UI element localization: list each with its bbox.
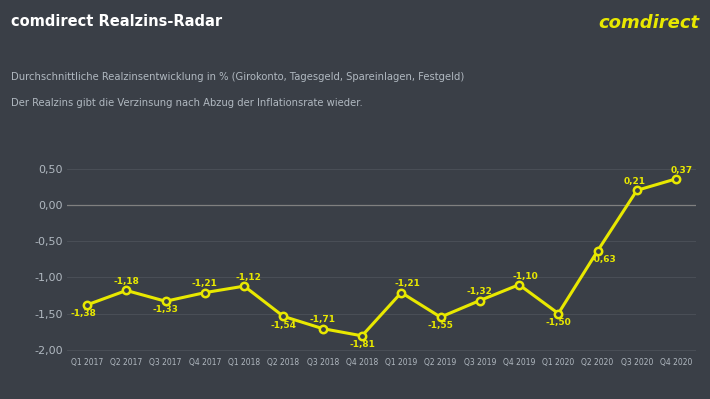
Point <box>474 297 486 304</box>
Text: -1,21: -1,21 <box>394 279 420 288</box>
Text: Durchschnittliche Realzinsentwicklung in % (Girokonto, Tagesgeld, Spareinlagen, : Durchschnittliche Realzinsentwicklung in… <box>11 72 464 82</box>
Text: -1,71: -1,71 <box>310 316 336 324</box>
Text: -0,63: -0,63 <box>591 255 616 264</box>
Text: -1,21: -1,21 <box>192 279 218 288</box>
Point <box>160 298 171 304</box>
Text: -1,54: -1,54 <box>271 320 297 330</box>
Text: -1,18: -1,18 <box>114 277 139 286</box>
Text: -1,50: -1,50 <box>545 318 572 327</box>
Text: Der Realzins gibt die Verzinsung nach Abzug der Inflationsrate wieder.: Der Realzins gibt die Verzinsung nach Ab… <box>11 98 362 108</box>
Point <box>200 289 211 296</box>
Text: comdirect: comdirect <box>599 14 699 32</box>
Text: -1,81: -1,81 <box>349 340 375 349</box>
Text: -1,55: -1,55 <box>427 321 454 330</box>
Point <box>670 176 682 182</box>
Point <box>552 310 564 317</box>
Point <box>631 187 643 194</box>
Text: 0,37: 0,37 <box>671 166 693 175</box>
Text: -1,33: -1,33 <box>153 305 179 314</box>
Point <box>356 333 368 339</box>
Text: comdirect Realzins-Radar: comdirect Realzins-Radar <box>11 14 222 29</box>
Text: -1,32: -1,32 <box>467 287 493 296</box>
Text: 0,21: 0,21 <box>624 177 646 186</box>
Point <box>395 289 407 296</box>
Text: -1,38: -1,38 <box>70 309 96 318</box>
Point <box>278 313 289 320</box>
Point <box>82 302 93 308</box>
Text: -1,10: -1,10 <box>512 272 538 280</box>
Point <box>121 287 132 294</box>
Point <box>592 248 604 254</box>
Point <box>239 283 250 289</box>
Point <box>317 326 329 332</box>
Point <box>513 282 525 288</box>
Text: -1,12: -1,12 <box>236 273 262 282</box>
Point <box>435 314 446 320</box>
